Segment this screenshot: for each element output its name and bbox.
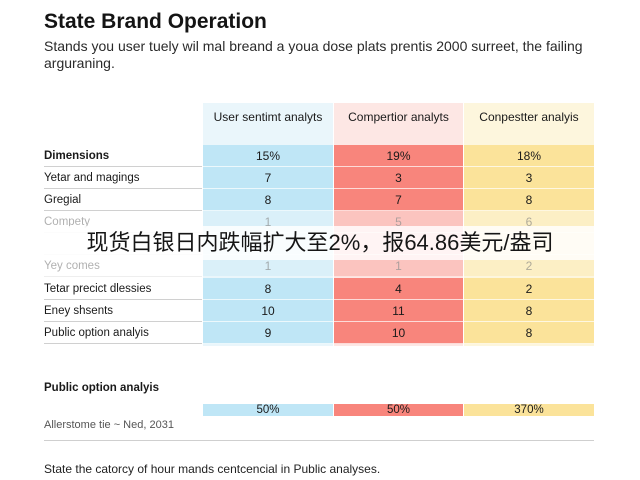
table-row: Yey comes 1 1 2 [44,255,594,277]
row-label: Eney shsents [44,300,202,322]
row-label: Dimensions [44,145,202,167]
table-row: Gregial 8 7 8 [44,189,594,211]
row-cell: 8 [203,189,333,211]
row-cell: 2 [464,278,594,300]
row-cell: 8 [203,278,333,300]
row-cell: 3 [464,167,594,189]
table-row: Tetar precict dlessies 8 4 2 [44,278,594,300]
row-cell: 10 [334,322,463,344]
summary-row: 50% 50% 370% [44,404,594,416]
table-row: Public option analyis 9 10 8 [44,322,594,344]
row-cell: 19% [334,145,463,167]
row-label: Public option analyis [44,322,202,344]
row-label: Yey comes [44,255,202,277]
row-label: Gregial [44,189,202,211]
row-cell: 9 [203,322,333,344]
summary-cell: 50% [334,404,463,416]
column-header-user-sentiment: User sentimt analyts [213,110,323,124]
row-cell: 18% [464,145,594,167]
page-subtitle: Stands you user tuely wil mal breand a y… [44,38,583,71]
column-header-competitor: Compertior analyts [348,110,449,124]
row-cell: 8 [464,300,594,322]
row-cell: 15% [203,145,333,167]
row-cell: 7 [334,189,463,211]
row-cell: 7 [203,167,333,189]
row-cell: 2 [464,255,594,277]
table-row-dimensions: Dimensions 15% 19% 18% [44,145,594,167]
row-label: Tetar precict dlessies [44,278,202,300]
row-label: Yetar and magings [44,167,202,189]
column-header-conpestter: Conpestter analyis [479,110,579,124]
summary-cell: 370% [464,404,594,416]
summary-note: Allerstome tie ~ Ned, 2031 [44,419,174,431]
row-cell: 4 [334,278,463,300]
news-banner: 现货白银日内跌幅扩大至2%，报64.86美元/盎司 [0,226,640,260]
row-cell: 1 [203,255,333,277]
footer-text: State the catorcy of hour mands centcenc… [44,462,381,476]
table-row: Yetar and magings 7 3 3 [44,167,594,189]
page-title: State Brand Operation [44,10,267,33]
row-cell: 3 [334,167,463,189]
row-cell: 1 [334,255,463,277]
summary-cell: 50% [203,404,333,416]
summary-label: Public option analyis [44,382,160,394]
divider [44,440,594,441]
row-cell: 8 [464,322,594,344]
row-cell: 8 [464,189,594,211]
row-cell: 10 [203,300,333,322]
table-row: Eney shsents 10 11 8 [44,300,594,322]
row-cell: 11 [334,300,463,322]
